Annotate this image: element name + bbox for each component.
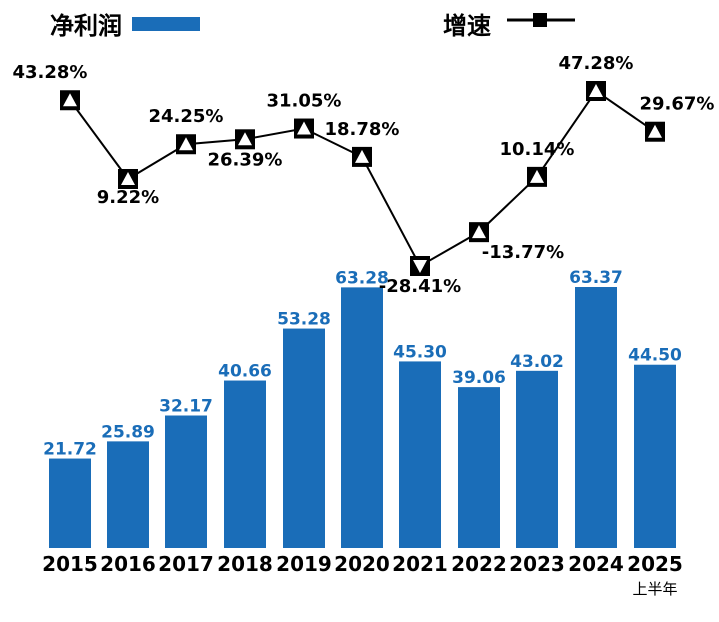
bar-2023 <box>516 370 558 548</box>
growth-value-label-2023: 10.14% <box>500 139 575 160</box>
x-tick-label-2025: 2025 <box>627 552 683 576</box>
bar-value-label-2019: 53.28 <box>277 310 331 330</box>
growth-point-2025 <box>645 121 665 142</box>
bar-2017 <box>165 415 207 548</box>
growth-point-2015 <box>60 90 80 111</box>
growth-value-label-2020: 18.78% <box>325 119 400 140</box>
bar-value-label-2016: 25.89 <box>101 422 155 442</box>
x-tick-label-2017: 2017 <box>158 552 214 576</box>
x-tick-label-2019: 2019 <box>276 552 332 576</box>
x-tick-label-2018: 2018 <box>217 552 273 576</box>
growth-value-label-2024: 47.28% <box>559 53 634 74</box>
growth-point-2023 <box>527 166 547 187</box>
x-tick-label-2021: 2021 <box>392 552 448 576</box>
bar-2020 <box>341 287 383 548</box>
bar-value-label-2025: 44.50 <box>628 346 682 366</box>
bar-2016 <box>107 441 149 548</box>
legend-bar-label: 净利润 <box>50 12 122 40</box>
growth-point-2024 <box>586 81 606 101</box>
growth-point-2016 <box>118 168 138 189</box>
bar-value-label-2023: 43.02 <box>510 352 564 372</box>
growth-point-2018 <box>235 129 255 150</box>
bar-2019 <box>283 328 325 548</box>
x-tick-sublabel-2025: 上半年 <box>632 580 677 598</box>
bar-value-label-2022: 39.06 <box>452 368 506 388</box>
bar-value-label-2021: 45.30 <box>393 342 447 362</box>
x-tick-label-2015: 2015 <box>42 552 98 576</box>
growth-value-label-2019: 31.05% <box>267 91 342 112</box>
x-tick-label-2022: 2022 <box>451 552 507 576</box>
x-tick-label-2024: 2024 <box>568 552 624 576</box>
growth-point-2022 <box>469 222 489 243</box>
bar-2024 <box>575 287 617 548</box>
growth-point-2020 <box>352 146 372 167</box>
legend: 净利润 增速 <box>50 12 575 40</box>
bar-2021 <box>399 361 441 548</box>
bar-2015 <box>49 458 91 548</box>
bar-value-label-2024: 63.37 <box>569 268 623 288</box>
x-tick-label-2023: 2023 <box>509 552 565 576</box>
bar-value-label-2015: 21.72 <box>43 440 97 460</box>
x-tick-label-2020: 2020 <box>334 552 390 576</box>
bar-value-label-2017: 32.17 <box>159 397 213 417</box>
growth-value-label-2018: 26.39% <box>208 149 283 170</box>
x-tick-label-2016: 2016 <box>100 552 156 576</box>
growth-point-2021 <box>410 256 430 276</box>
growth-value-label-2016: 9.22% <box>97 187 159 208</box>
growth-value-label-2025: 29.67% <box>640 94 715 115</box>
growth-point-2017 <box>176 134 196 155</box>
legend-bar-swatch <box>132 17 200 31</box>
bar-2025 <box>634 364 676 548</box>
growth-point-2019 <box>294 118 314 139</box>
bar-2018 <box>224 380 266 548</box>
growth-value-label-2017: 24.25% <box>149 106 224 127</box>
growth-value-label-2021: -28.41% <box>379 276 461 297</box>
bar-value-label-2020: 63.28 <box>335 268 389 288</box>
legend-line-label: 增速 <box>443 12 491 40</box>
growth-value-label-2015: 43.28% <box>13 62 88 83</box>
legend-line-swatch <box>507 13 575 27</box>
bar-2022 <box>458 387 500 548</box>
growth-value-label-2022: -13.77% <box>482 242 564 263</box>
bar-value-label-2018: 40.66 <box>218 362 272 382</box>
